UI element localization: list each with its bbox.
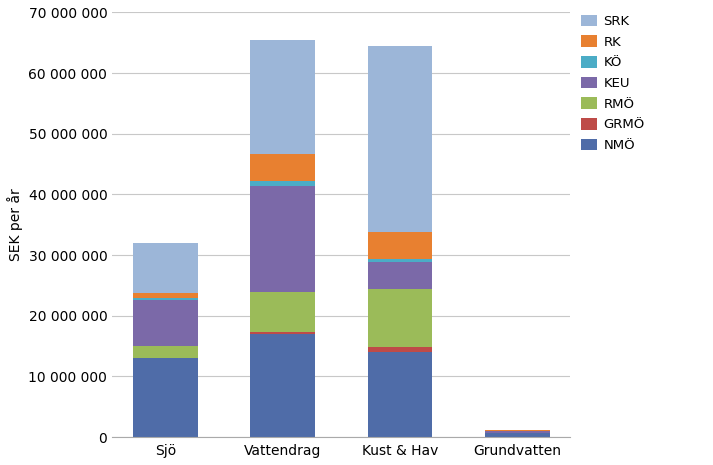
- Bar: [250, 332, 315, 334]
- Bar: [368, 259, 432, 262]
- Legend: SRK, RK, KÖ, KEU, RMÖ, GRMÖ, NMÖ: SRK, RK, KÖ, KEU, RMÖ, GRMÖ, NMÖ: [577, 11, 649, 156]
- Bar: [485, 433, 550, 437]
- Bar: [368, 262, 432, 289]
- Bar: [133, 300, 198, 345]
- Bar: [485, 432, 550, 433]
- Bar: [133, 345, 198, 358]
- Bar: [368, 232, 432, 259]
- Bar: [250, 154, 315, 181]
- Bar: [133, 243, 198, 293]
- Bar: [485, 431, 550, 432]
- Bar: [368, 46, 432, 232]
- Bar: [133, 298, 198, 300]
- Bar: [368, 347, 432, 352]
- Bar: [250, 40, 315, 154]
- Bar: [368, 289, 432, 347]
- Bar: [250, 186, 315, 292]
- Bar: [368, 352, 432, 437]
- Bar: [133, 293, 198, 298]
- Bar: [250, 334, 315, 437]
- Bar: [250, 181, 315, 186]
- Y-axis label: SEK per år: SEK per år: [7, 188, 23, 261]
- Bar: [250, 292, 315, 332]
- Bar: [133, 358, 198, 437]
